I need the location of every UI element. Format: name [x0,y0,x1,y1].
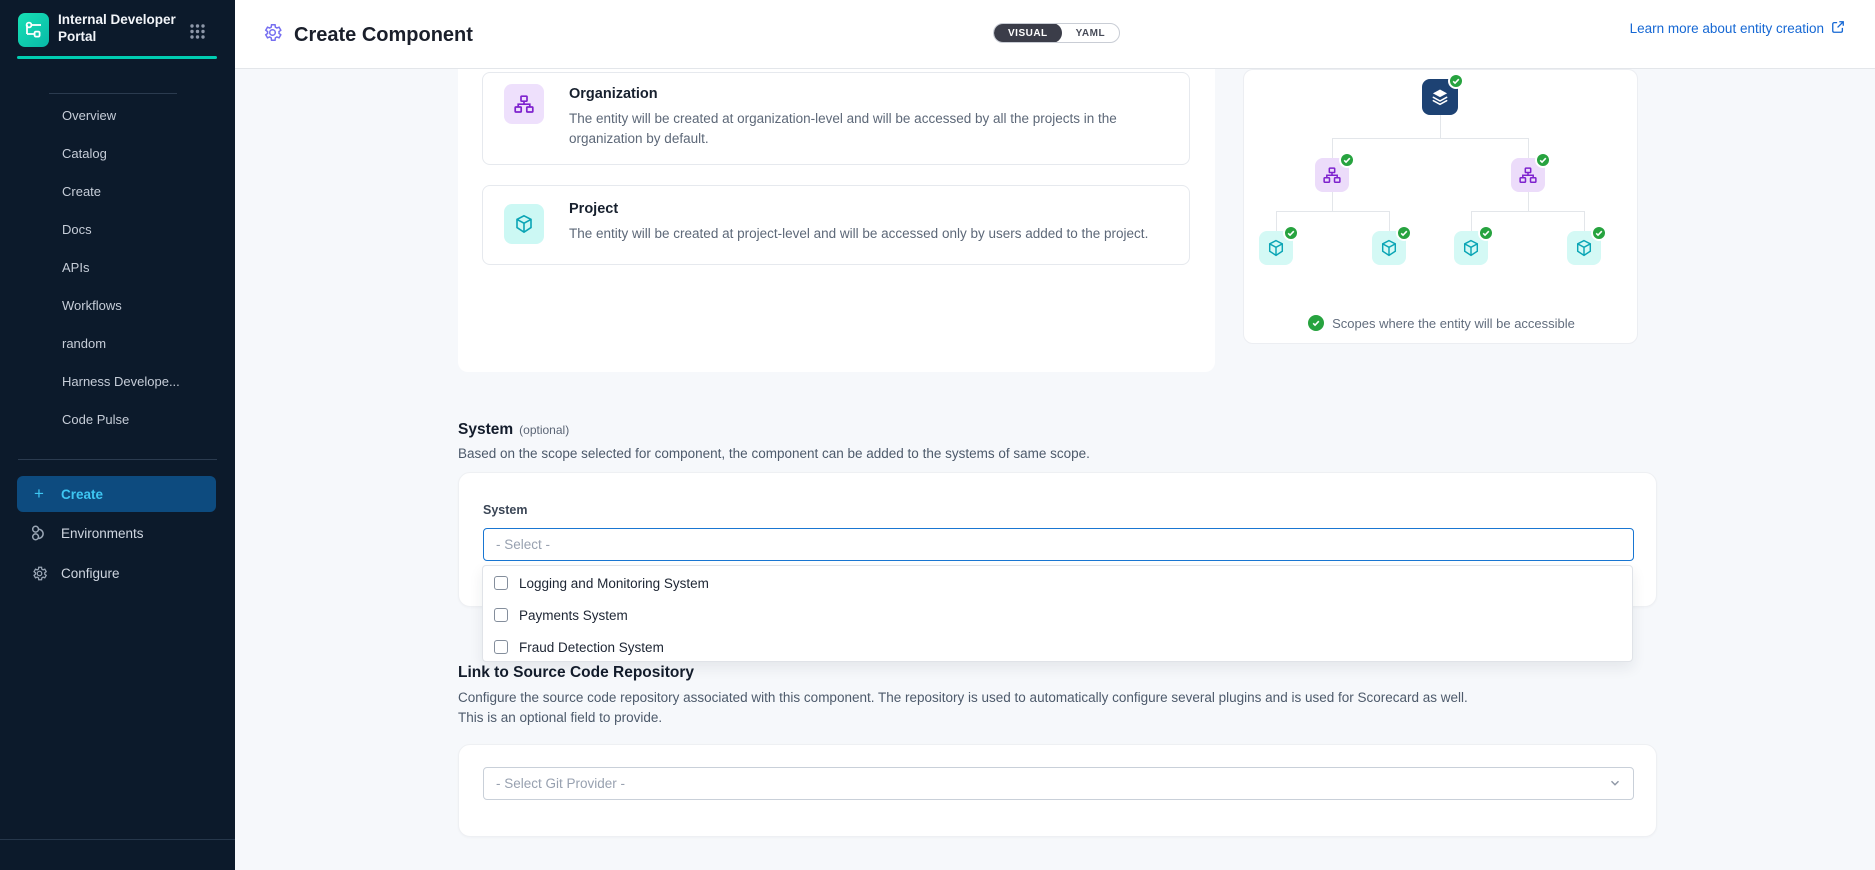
sidebar-item-configure[interactable]: Configure [17,555,216,591]
diagram-caption: Scopes where the entity will be accessib… [1244,315,1639,331]
sidebar-item-label: Create [61,486,104,502]
check-circle-icon [1478,225,1494,241]
gear-icon [262,22,283,48]
check-circle-icon [1396,225,1412,241]
idp-logo-icon [18,13,49,47]
check-circle-icon [1283,225,1299,241]
sidebar-item-random[interactable]: random [62,336,107,351]
project-scope-node [1372,225,1412,265]
account-scope-node [1422,73,1464,115]
project-scope-node [1567,225,1607,265]
system-option-payments[interactable]: Payments System [483,599,1632,631]
system-section-heading: System (optional) [458,421,569,439]
check-circle-icon [1448,73,1464,89]
tab-visual[interactable]: VISUAL [994,24,1062,42]
sitemap-icon [1323,166,1341,183]
scope-panel: Organization The entity will be created … [458,69,1215,372]
system-section-description: Based on the scope selected for componen… [458,446,1090,461]
learn-more-link[interactable]: Learn more about entity creation [1630,20,1845,37]
sidebar-item-environments[interactable]: Environments [17,515,216,551]
cube-icon [504,204,544,244]
project-scope-node [1259,225,1299,265]
system-field-label: System [483,503,528,517]
app-title: Internal Developer Portal [58,12,176,44]
sitemap-icon [504,84,544,124]
repository-section-heading: Link to Source Code Repository [458,664,694,681]
checkbox-icon[interactable] [494,576,508,590]
sidebar-item-catalog[interactable]: Catalog [62,146,107,161]
system-option-fraud-detection[interactable]: Fraud Detection System [483,631,1632,663]
option-title: Organization [569,86,658,102]
diagram-caption-label: Scopes where the entity will be accessib… [1332,315,1575,331]
cube-icon [1576,239,1592,257]
sidebar-item-label: Configure [61,565,120,581]
repository-description-line2: This is an optional field to provide. [458,710,663,725]
sidebar-item-code-pulse[interactable]: Code Pulse [62,412,130,427]
project-scope-node [1454,225,1494,265]
sidebar-item-overview[interactable]: Overview [62,108,117,123]
repository-card [458,744,1657,837]
sidebar-header: Internal Developer Portal [0,0,235,59]
gear-icon [30,565,48,582]
nav-group-divider [49,93,177,94]
option-description: The entity will be created at organizati… [569,111,1117,146]
option-description: The entity will be created at project-le… [569,226,1149,241]
check-circle-icon [1308,315,1325,331]
optional-label: (optional) [519,423,570,437]
system-select-dropdown: Logging and Monitoring System Payments S… [482,565,1633,662]
layers-icon [1432,89,1448,106]
sidebar-item-apis[interactable]: APIs [62,260,90,275]
sitemap-icon [1519,166,1537,183]
scope-option-organization[interactable]: Organization The entity will be created … [482,72,1190,165]
tab-yaml[interactable]: YAML [1075,27,1106,39]
sidebar: Internal Developer Portal Overview Catal… [0,0,235,870]
chevron-down-icon[interactable] [1608,776,1622,795]
cube-icon [1381,239,1397,257]
scope-option-project[interactable]: Project The entity will be created at pr… [482,185,1190,265]
check-circle-icon [1591,225,1607,241]
visual-yaml-toggle: VISUAL YAML [993,23,1121,43]
sidebar-item-create-action[interactable]: + Create [17,476,216,512]
apps-grid-icon[interactable] [189,23,206,45]
sidebar-item-harness-developer[interactable]: Harness Develope... [62,374,180,389]
organization-scope-node [1315,152,1355,192]
sidebar-item-label: Environments [61,525,144,541]
option-title: Project [569,201,619,217]
sidebar-item-docs[interactable]: Docs [62,222,92,237]
sidebar-item-workflows[interactable]: Workflows [62,298,122,313]
git-provider-select[interactable] [483,767,1634,800]
scope-diagram-card: Scopes where the entity will be accessib… [1243,69,1638,344]
page-title: Create Component [294,23,473,46]
external-link-icon [1831,20,1845,37]
option-label: Payments System [519,607,628,623]
learn-more-label: Learn more about entity creation [1629,21,1824,36]
repository-description-line1: Configure the source code repository ass… [458,690,1468,705]
sidebar-item-create[interactable]: Create [62,184,102,199]
sidebar-accent-rule [17,56,217,59]
nav-bottom-divider [18,459,217,460]
option-label: Fraud Detection System [519,639,664,655]
nodes-icon [30,524,48,542]
checkbox-icon[interactable] [494,608,508,622]
cube-icon [1268,239,1284,257]
system-option-logging-and-monitoring[interactable]: Logging and Monitoring System [483,567,1632,599]
check-circle-icon [1339,152,1355,168]
sidebar-footer-divider [0,839,235,840]
system-select-input[interactable] [483,528,1634,561]
system-heading-label: System [458,421,514,438]
checkbox-icon[interactable] [494,640,508,654]
organization-scope-node [1511,152,1551,192]
plus-icon: + [34,484,44,503]
sidebar-nav: Overview Catalog Create Docs APIs Workfl… [0,97,235,439]
page-header: Create Component VISUAL YAML Learn more … [235,0,1875,69]
option-label: Logging and Monitoring System [519,575,709,591]
check-circle-icon [1535,152,1551,168]
cube-icon [1463,239,1479,257]
